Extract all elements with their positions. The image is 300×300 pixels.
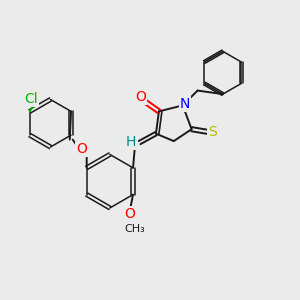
Text: CH₃: CH₃ <box>125 224 146 234</box>
Text: H: H <box>125 135 136 149</box>
Text: O: O <box>76 142 87 156</box>
Text: N: N <box>180 97 190 111</box>
Text: Cl: Cl <box>24 92 38 106</box>
Text: O: O <box>124 207 135 221</box>
Text: S: S <box>208 125 217 139</box>
Text: O: O <box>136 90 146 104</box>
